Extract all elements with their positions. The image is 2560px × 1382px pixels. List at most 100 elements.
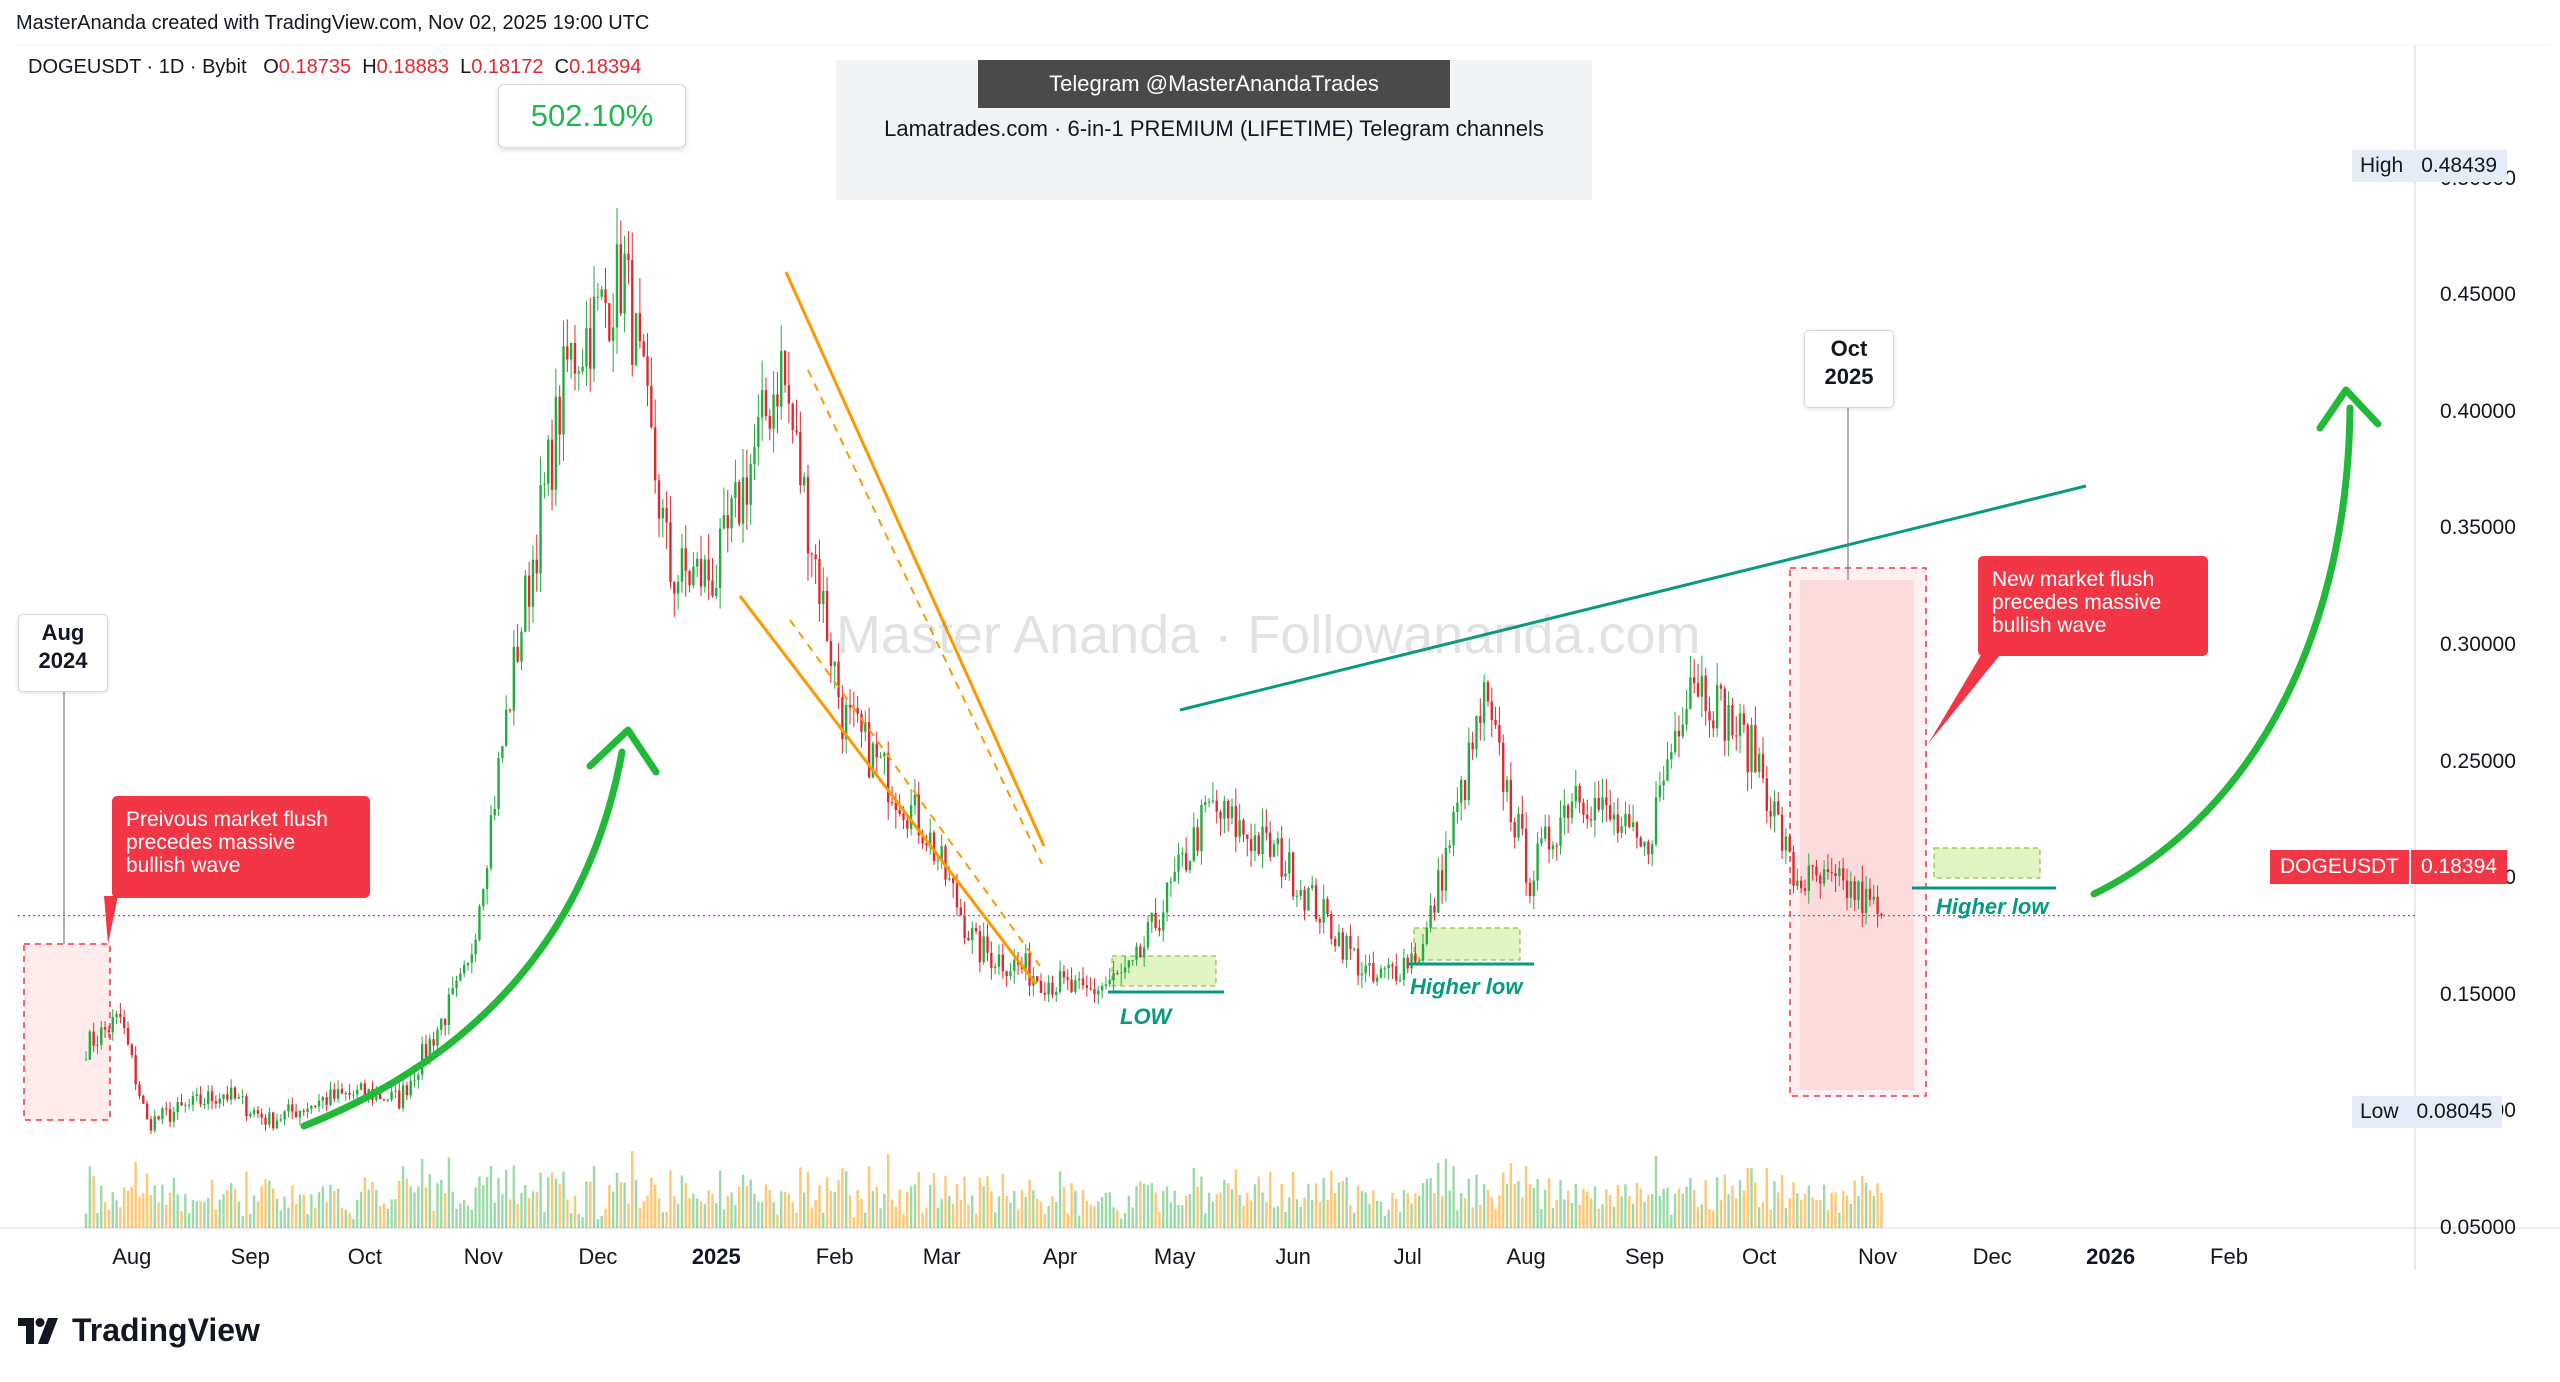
candle-body bbox=[913, 794, 917, 806]
volume-bar bbox=[1723, 1174, 1726, 1228]
candle-body bbox=[1811, 865, 1814, 867]
date-label-oct-2025: Oct 2025 bbox=[1804, 330, 1894, 408]
candle-body bbox=[348, 1092, 351, 1095]
volume-bar bbox=[993, 1212, 997, 1228]
volume-bar bbox=[260, 1185, 263, 1228]
volume-bar bbox=[1097, 1201, 1100, 1228]
volume-bar bbox=[1872, 1195, 1875, 1228]
volume-bar bbox=[1165, 1186, 1169, 1228]
candle-body bbox=[123, 1016, 126, 1028]
volume-bar bbox=[1612, 1206, 1616, 1228]
volume-bar bbox=[1735, 1198, 1738, 1228]
volume-bar bbox=[145, 1173, 149, 1228]
volume-bar bbox=[596, 1219, 600, 1228]
flush-zone-right bbox=[1789, 567, 1927, 1097]
volume-bar bbox=[390, 1199, 393, 1228]
candle-body bbox=[631, 260, 634, 365]
candle-body bbox=[1162, 912, 1165, 931]
volume-bar bbox=[1757, 1207, 1761, 1228]
candle-body bbox=[1284, 873, 1287, 877]
price-tick-label: 0.35000 bbox=[2440, 516, 2516, 540]
volume-bar bbox=[909, 1186, 913, 1228]
candle-body bbox=[1043, 992, 1047, 995]
low-key: Low bbox=[2352, 1096, 2407, 1128]
open-value: 0.18735 bbox=[278, 56, 352, 78]
candle-body bbox=[1834, 873, 1837, 877]
candle-body bbox=[734, 482, 737, 499]
volume-bar bbox=[1379, 1201, 1383, 1228]
volume-bar bbox=[837, 1180, 840, 1228]
candle-body bbox=[1780, 814, 1784, 851]
volume-bar bbox=[1066, 1213, 1069, 1228]
volume-bar bbox=[1551, 1207, 1555, 1228]
volume-bar bbox=[1685, 1186, 1688, 1228]
volume-bar bbox=[1123, 1212, 1127, 1228]
volume-bar bbox=[795, 1212, 798, 1228]
volume-bar bbox=[1074, 1190, 1077, 1228]
volume-bar bbox=[1731, 1186, 1734, 1228]
volume-bar bbox=[1876, 1183, 1879, 1228]
candle-body bbox=[1395, 966, 1398, 981]
candle-body bbox=[1563, 805, 1566, 818]
candle-body bbox=[566, 346, 569, 360]
volume-bar bbox=[573, 1195, 577, 1228]
candle-body bbox=[187, 1104, 191, 1106]
volume-bar bbox=[1681, 1193, 1684, 1228]
candle-body bbox=[867, 722, 871, 778]
volume-bar bbox=[1784, 1208, 1788, 1228]
volume-bar bbox=[642, 1201, 645, 1228]
callout-line: Preivous market flush bbox=[126, 808, 328, 831]
candle-body bbox=[780, 350, 783, 407]
candle-body bbox=[1269, 832, 1272, 857]
volume-bar bbox=[1620, 1196, 1623, 1228]
volume-bar bbox=[378, 1206, 382, 1228]
candle-body bbox=[1360, 973, 1364, 976]
candle-body bbox=[967, 937, 970, 941]
candle-body bbox=[749, 464, 752, 505]
candle-body bbox=[1605, 797, 1608, 806]
date-label-aug-2024: Aug 2024 bbox=[18, 614, 108, 692]
candle-body bbox=[1188, 860, 1192, 871]
volume-bar bbox=[951, 1204, 955, 1228]
volume-bar bbox=[1383, 1215, 1386, 1228]
volume-bar bbox=[1131, 1207, 1134, 1228]
candle-body bbox=[638, 313, 642, 342]
volume-bar bbox=[871, 1191, 875, 1228]
candle-body bbox=[1536, 843, 1539, 881]
candle-body bbox=[1353, 948, 1356, 950]
tradingview-logo[interactable]: TradingView bbox=[18, 1312, 260, 1349]
volume-bar bbox=[1398, 1212, 1402, 1228]
candle-body bbox=[1280, 838, 1283, 877]
volume-bar bbox=[1444, 1158, 1448, 1228]
volume-bar bbox=[1078, 1215, 1081, 1228]
telegram-banner[interactable]: Telegram @MasterAnandaTrades bbox=[978, 60, 1450, 108]
volume-bar bbox=[1822, 1184, 1826, 1228]
volume-bar bbox=[161, 1184, 164, 1228]
candle-body bbox=[1261, 826, 1264, 855]
candle-body bbox=[1731, 705, 1734, 736]
volume-bar bbox=[1238, 1194, 1241, 1228]
candle-body bbox=[485, 868, 489, 890]
candle-body bbox=[1181, 852, 1184, 855]
candle-body bbox=[1421, 943, 1425, 961]
volume-bar bbox=[1773, 1181, 1776, 1228]
volume-bar bbox=[314, 1207, 317, 1228]
volume-bar bbox=[184, 1193, 187, 1228]
volume-bar bbox=[1047, 1205, 1050, 1228]
candle-body bbox=[1513, 822, 1516, 838]
candle-body bbox=[646, 356, 649, 386]
candle-body bbox=[237, 1097, 240, 1099]
candle-body bbox=[997, 954, 1001, 967]
candle-body bbox=[665, 507, 668, 523]
candle-body bbox=[1639, 837, 1642, 847]
symbol-name[interactable]: DOGEUSDT · 1D · Bybit bbox=[28, 56, 247, 78]
candle-body bbox=[1689, 677, 1692, 709]
volume-bar bbox=[424, 1187, 428, 1228]
candle-body bbox=[1631, 822, 1635, 828]
candle-body bbox=[92, 1031, 95, 1046]
candle-body bbox=[1288, 852, 1291, 874]
volume-bar bbox=[711, 1194, 714, 1228]
volume-bar bbox=[558, 1183, 561, 1228]
candle-body bbox=[1165, 882, 1169, 913]
